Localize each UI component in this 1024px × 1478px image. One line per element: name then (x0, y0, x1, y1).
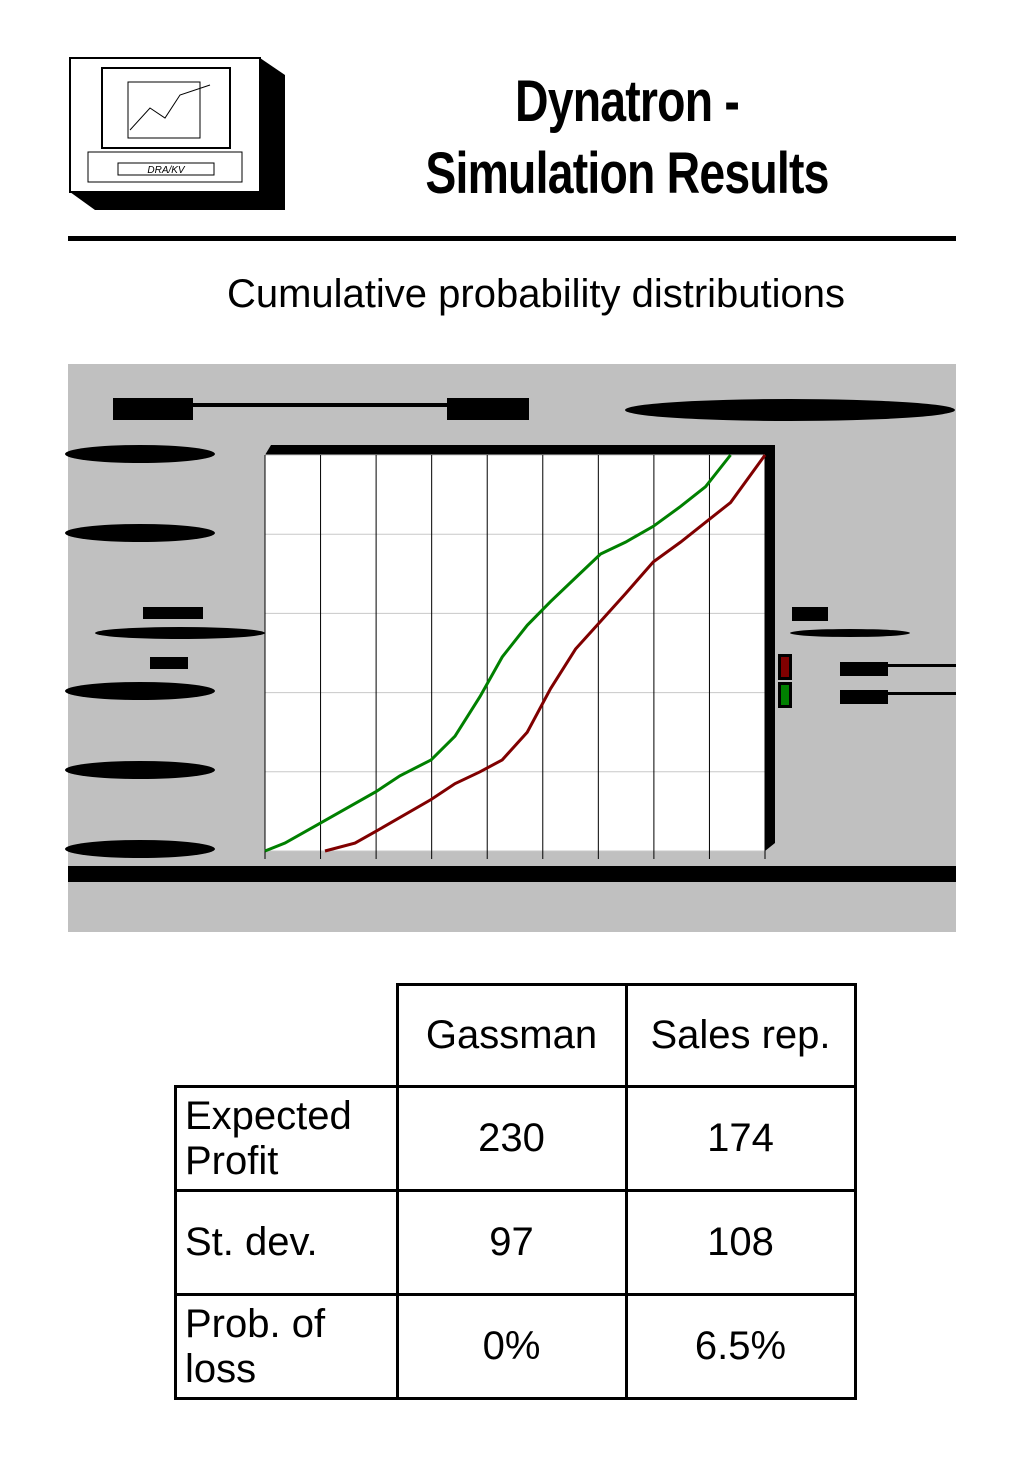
table-row: Prob. of loss 0% 6.5% (174, 1293, 857, 1400)
table-cell: St. dev. (174, 1189, 399, 1296)
plot (264, 454, 767, 859)
table-cell: Prob. of loss (174, 1293, 399, 1400)
table-cell (176, 985, 398, 1087)
series-line (324, 454, 767, 853)
table-cell: Expected Profit (174, 1085, 399, 1192)
table-cell: Gassman (395, 983, 628, 1088)
illegible-labels (65, 398, 956, 882)
results-table: Gassman Sales rep. Expected Profit 230 174 St… (174, 983, 857, 1400)
title: Dynatron - (515, 69, 740, 134)
table-cell: Sales rep. (624, 983, 857, 1088)
header-row: Gassman Sales rep. (176, 983, 857, 1088)
table-cell: 6.5% (624, 1293, 857, 1400)
table-cell: 230 (395, 1085, 628, 1192)
title: Simulation Results (425, 141, 829, 206)
table-cell: 174 (624, 1085, 857, 1192)
table-row: St. dev. 97 108 (174, 1189, 857, 1296)
subtitle: Cumulative probability distributions (226, 272, 846, 316)
table-cell: 108 (624, 1189, 857, 1296)
table-cell: 0% (395, 1293, 628, 1400)
plot-area (265, 455, 765, 851)
rule (68, 236, 956, 241)
series-line (264, 454, 732, 853)
table-cell: 97 (395, 1189, 628, 1296)
computer-icon: DRA/KV (69, 57, 285, 210)
icon-label: DRA/KV (147, 165, 186, 176)
table-row: Expected Profit 230 174 (174, 1085, 857, 1192)
